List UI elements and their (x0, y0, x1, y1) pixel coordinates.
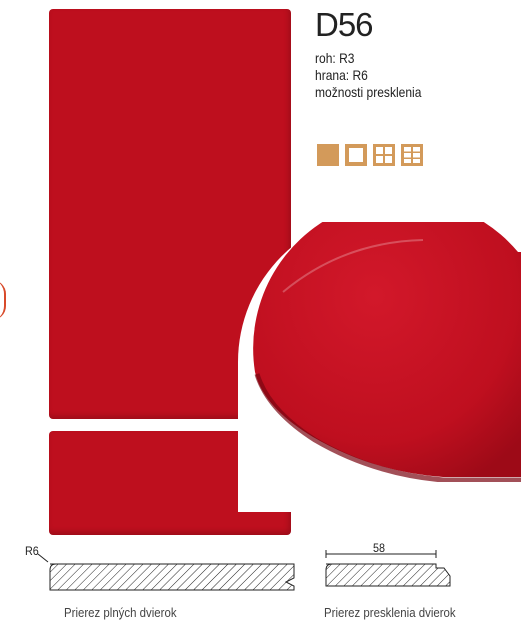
edge-radius-callout: R6 (25, 544, 39, 558)
six-pane-icon (401, 144, 423, 166)
empty-frame-icon (345, 144, 367, 166)
glazed-width-dimension: 58 (373, 541, 386, 555)
solid-square-icon (317, 144, 339, 166)
glazed-door-cross-section (325, 550, 451, 587)
four-pane-icon (373, 144, 395, 166)
solid-door-caption: Prierez plných dvierok (64, 605, 177, 620)
glazing-options-row (317, 144, 423, 166)
glazed-door-caption: Prierez presklenia dvierok (324, 605, 456, 620)
solid-door-cross-section (37, 553, 295, 591)
corner-radius-spec: roh: R3 (315, 50, 355, 66)
partial-edge-decoration (0, 280, 6, 320)
corner-detail-image (253, 222, 521, 482)
edge-radius-spec: hrana: R6 (315, 67, 368, 83)
product-code: D56 (315, 6, 374, 43)
glazing-options-label: možnosti presklenia (315, 84, 422, 100)
